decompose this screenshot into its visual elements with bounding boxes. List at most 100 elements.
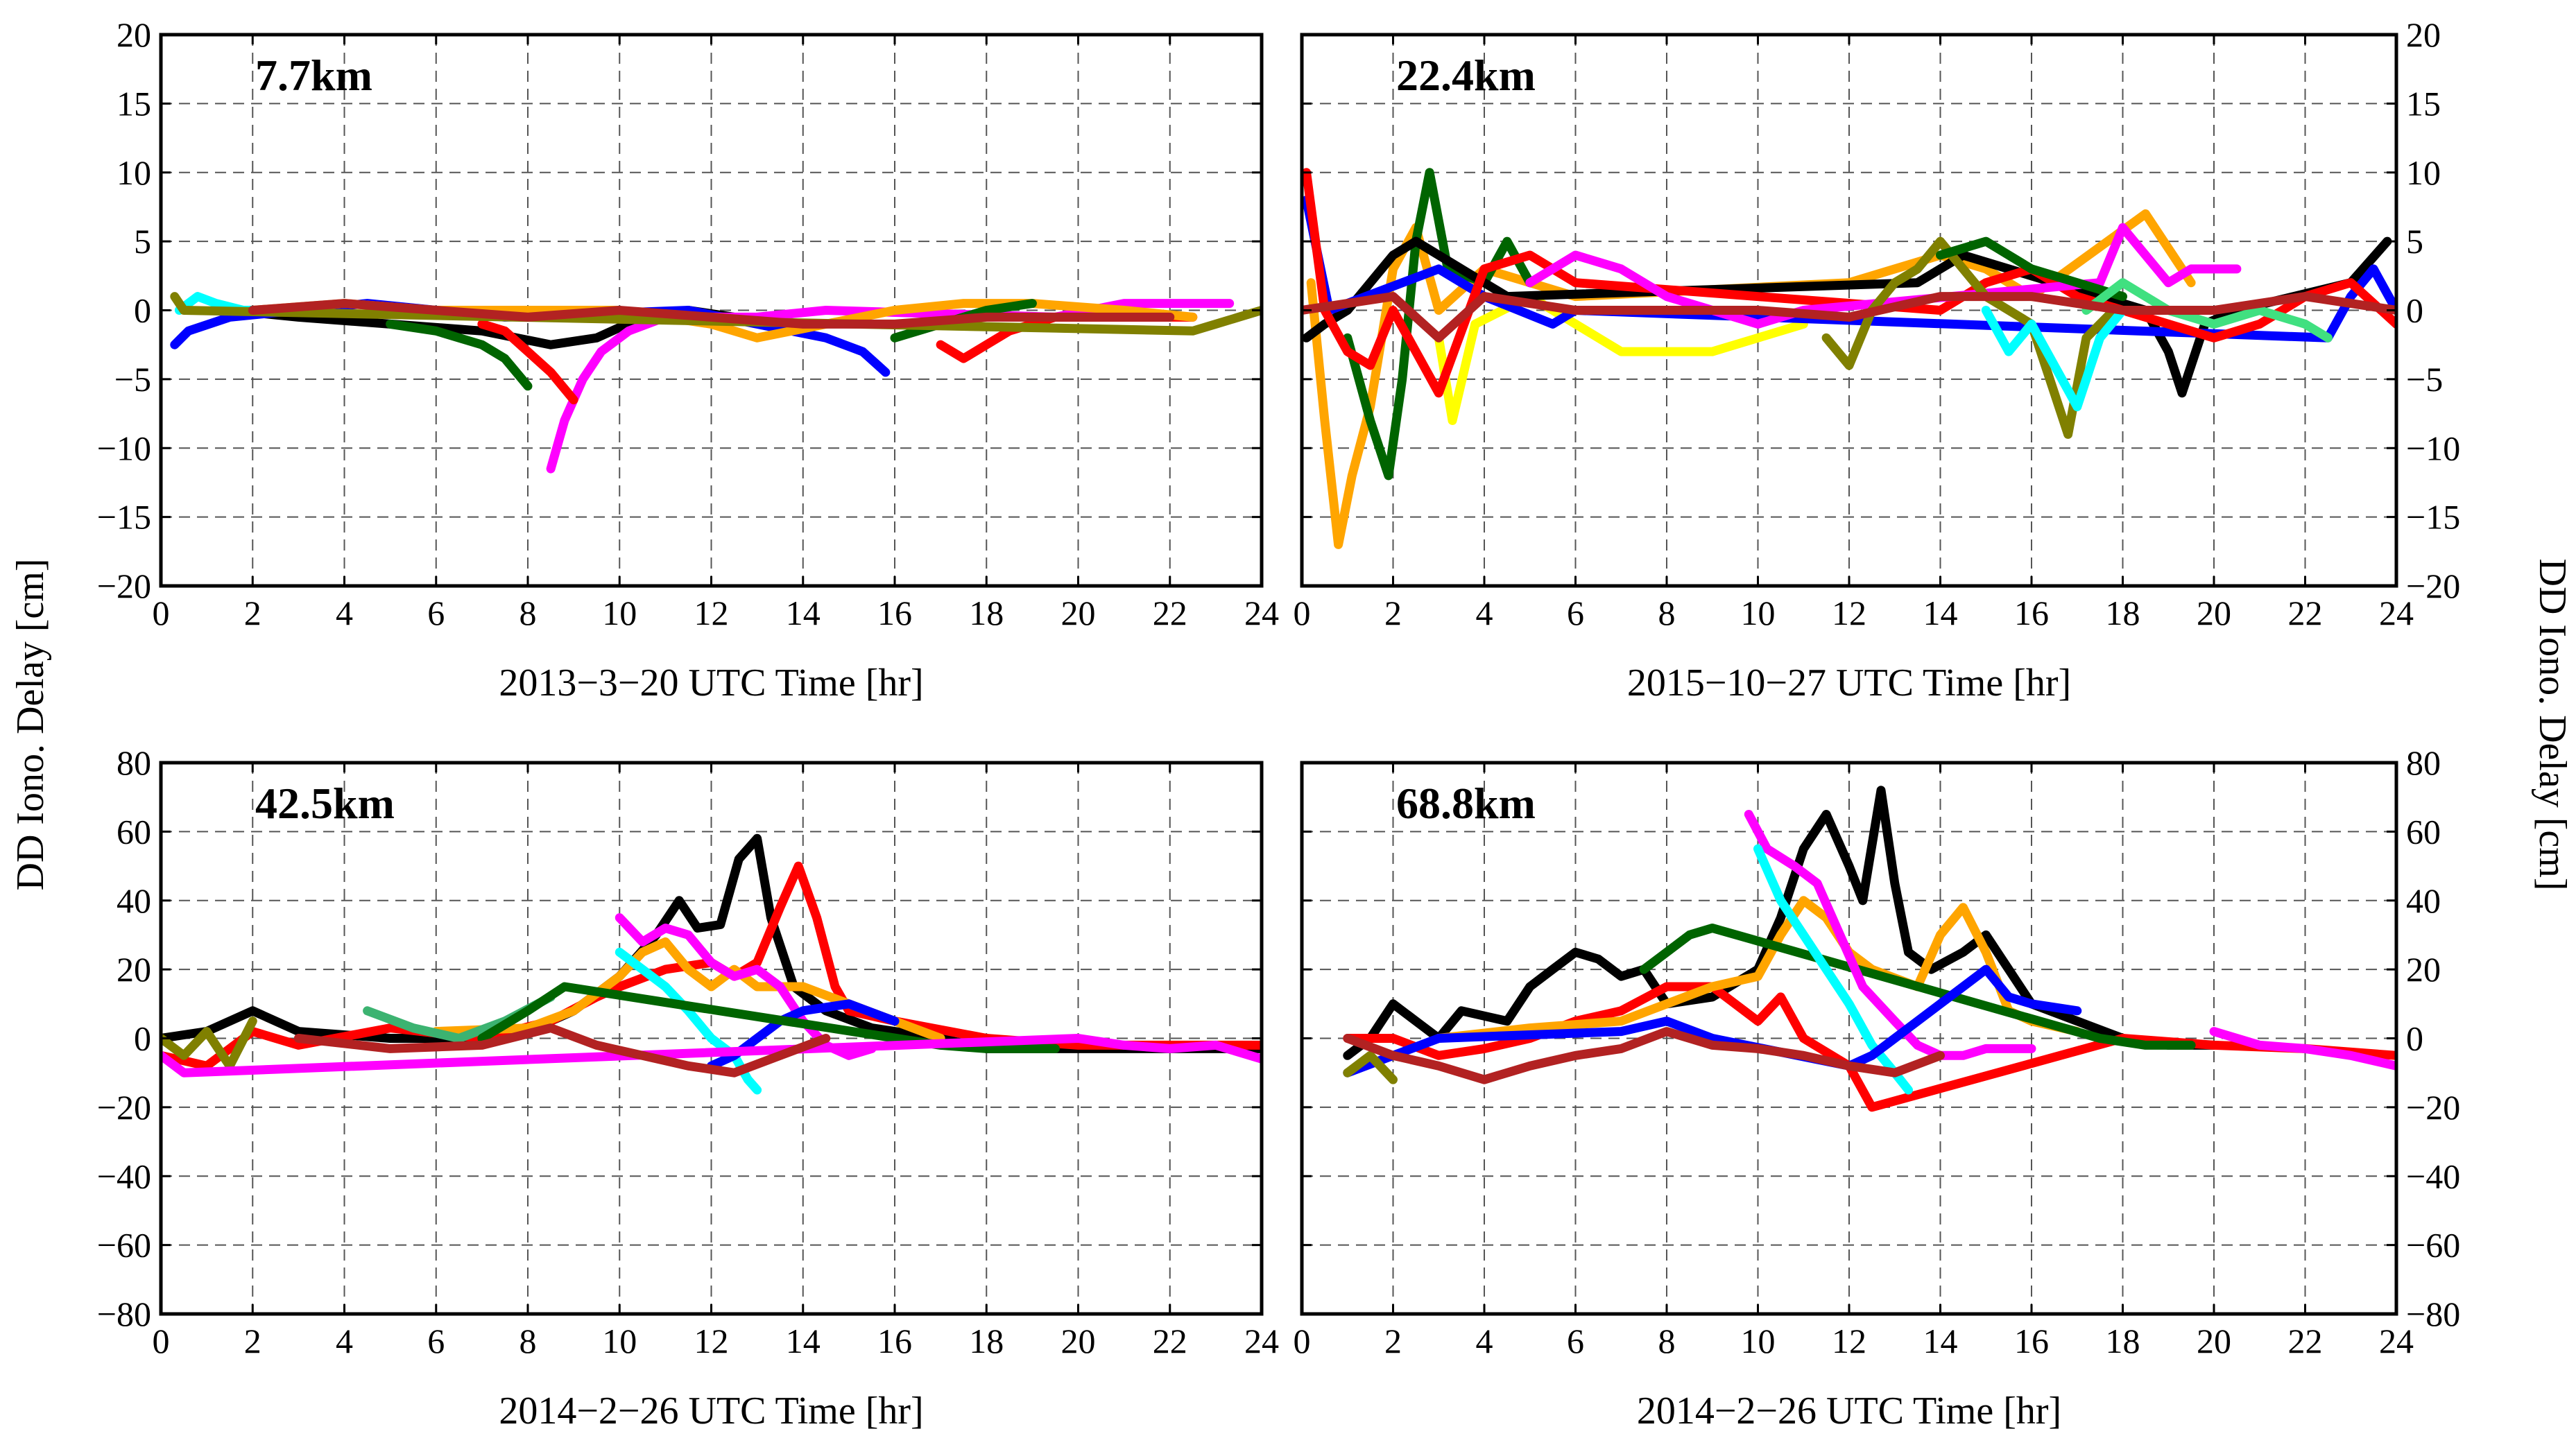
series-line-brown	[1302, 292, 2396, 343]
series-line-orange	[1306, 209, 2196, 549]
x-tick-label: 18	[969, 594, 1004, 632]
x-tick-label: 22	[2288, 1322, 2323, 1360]
x-tick-label: 24	[1244, 1322, 1279, 1360]
panel-distance-label: 68.8km	[1396, 779, 1536, 828]
series-line-green	[1936, 236, 2127, 302]
series-line-brown	[293, 1023, 831, 1077]
x-tick-label: 24	[2379, 1322, 2414, 1360]
chart-panel-bottom-left: 0 2 4 6 8 10 12 14 16 18 20 22 24−80−60−40−200204060…	[97, 743, 1279, 1433]
x-tick-label: 2	[1384, 594, 1402, 632]
x-tick-label: 18	[969, 1322, 1004, 1360]
y-axis-title-right: DD Iono. Delay [cm]	[2531, 559, 2574, 891]
x-axis-title: 2015−10−27 UTC Time [hr]	[1627, 661, 2071, 704]
y-tick-label: 20	[117, 15, 151, 54]
y-tick-label: 60	[117, 812, 151, 851]
x-tick-label: 2	[244, 1322, 261, 1360]
series-line-red	[477, 319, 578, 405]
x-tick-label: 8	[520, 1322, 537, 1360]
x-tick-label: 16	[2014, 1322, 2049, 1360]
series-line-mint	[2081, 278, 2333, 343]
series-line-olive	[161, 1016, 257, 1071]
series-group	[170, 292, 1262, 474]
x-tick-label: 12	[1832, 594, 1866, 632]
x-tick-label: 14	[786, 1322, 821, 1360]
x-tick-label: 24	[1244, 594, 1279, 632]
y-tick-label: 20	[2406, 950, 2441, 989]
series-line-green	[386, 319, 533, 391]
x-tick-label: 14	[786, 594, 821, 632]
y-tick-label: −20	[2406, 1088, 2460, 1127]
y-tick-label: 20	[117, 950, 151, 989]
x-axis-title: 2014−2−26 UTC Time [hr]	[499, 1390, 923, 1433]
y-tick-label: 40	[117, 881, 151, 920]
series-line-magenta	[1744, 810, 2036, 1060]
x-tick-label: 6	[1567, 1322, 1584, 1360]
series-line-olive	[1821, 236, 2118, 439]
x-tick-label: 12	[1832, 1322, 1866, 1360]
y-tick-label: −15	[2406, 498, 2460, 537]
series-line-brown	[248, 299, 1175, 329]
y-tick-label: −20	[97, 566, 151, 605]
y-tick-label: −80	[2406, 1295, 2460, 1333]
x-tick-label: 2	[244, 594, 261, 632]
x-tick-label: 4	[1476, 594, 1493, 632]
series-line-magenta2	[161, 1034, 1262, 1077]
x-tick-label: 8	[1658, 594, 1676, 632]
y-tick-label: −60	[97, 1226, 151, 1265]
x-tick-label: 22	[2288, 594, 2323, 632]
x-tick-label: 4	[1476, 1322, 1493, 1360]
x-tick-label: 8	[520, 594, 537, 632]
x-tick-label: 12	[694, 1322, 729, 1360]
x-tick-label: 8	[1658, 1322, 1676, 1360]
x-tick-label: 18	[2106, 594, 2140, 632]
y-tick-label: −5	[2406, 360, 2443, 399]
y-tick-label: −60	[2406, 1226, 2460, 1265]
series-line-red	[1343, 982, 2396, 1112]
x-axis-title: 2014−2−26 UTC Time [hr]	[1637, 1390, 2061, 1433]
chart-panel-top-left: 0 2 4 6 8 10 12 14 16 18 20 22 24−20−15−10−505101520…	[97, 15, 1279, 704]
series-line-blue	[1302, 196, 2396, 343]
panel-distance-label: 42.5km	[255, 779, 395, 828]
series-line-brown	[1343, 1027, 1945, 1084]
series-line-olive	[170, 292, 1262, 336]
x-tick-label: 0	[153, 594, 170, 632]
series-group	[1343, 786, 2396, 1112]
x-tick-label: 14	[1923, 1322, 1958, 1360]
y-tick-label: 80	[117, 743, 151, 782]
y-tick-label: 10	[117, 153, 151, 192]
x-tick-label: 6	[427, 594, 445, 632]
y-tick-label: 15	[2406, 84, 2441, 123]
y-axis-title-left: DD Iono. Delay [cm]	[9, 559, 52, 891]
x-tick-label: 0	[1294, 594, 1311, 632]
series-line-cyan	[615, 947, 762, 1095]
x-tick-label: 22	[1153, 1322, 1187, 1360]
series-line-cyan	[1981, 306, 2127, 412]
x-tick-label: 10	[602, 1322, 637, 1360]
x-tick-label: 18	[2106, 1322, 2140, 1360]
x-axis-title: 2013−3−20 UTC Time [hr]	[499, 661, 923, 704]
y-tick-label: −20	[97, 1088, 151, 1127]
y-tick-label: −20	[2406, 566, 2460, 605]
x-tick-label: 4	[336, 594, 353, 632]
y-tick-label: −10	[97, 429, 151, 467]
x-tick-label: 4	[336, 1322, 353, 1360]
x-tick-label: 20	[1061, 594, 1096, 632]
y-tick-label: −10	[2406, 429, 2460, 467]
series-line-darkgreen	[477, 982, 1060, 1053]
y-tick-label: −15	[97, 498, 151, 537]
y-tick-label: 0	[134, 1019, 151, 1058]
x-tick-label: 22	[1153, 594, 1187, 632]
series-line-magenta2	[2209, 1027, 2396, 1071]
series-line-darkgreen	[1639, 924, 2196, 1050]
y-tick-label: 0	[2406, 1019, 2423, 1058]
x-tick-label: 10	[602, 594, 637, 632]
y-tick-label: 40	[2406, 881, 2441, 920]
y-tick-label: 80	[2406, 743, 2441, 782]
series-group	[1302, 168, 2396, 549]
x-tick-label: 20	[2197, 1322, 2231, 1360]
x-tick-label: 10	[1741, 594, 1776, 632]
x-tick-label: 16	[2014, 594, 2049, 632]
series-group	[161, 833, 1262, 1095]
y-tick-label: −80	[97, 1295, 151, 1333]
